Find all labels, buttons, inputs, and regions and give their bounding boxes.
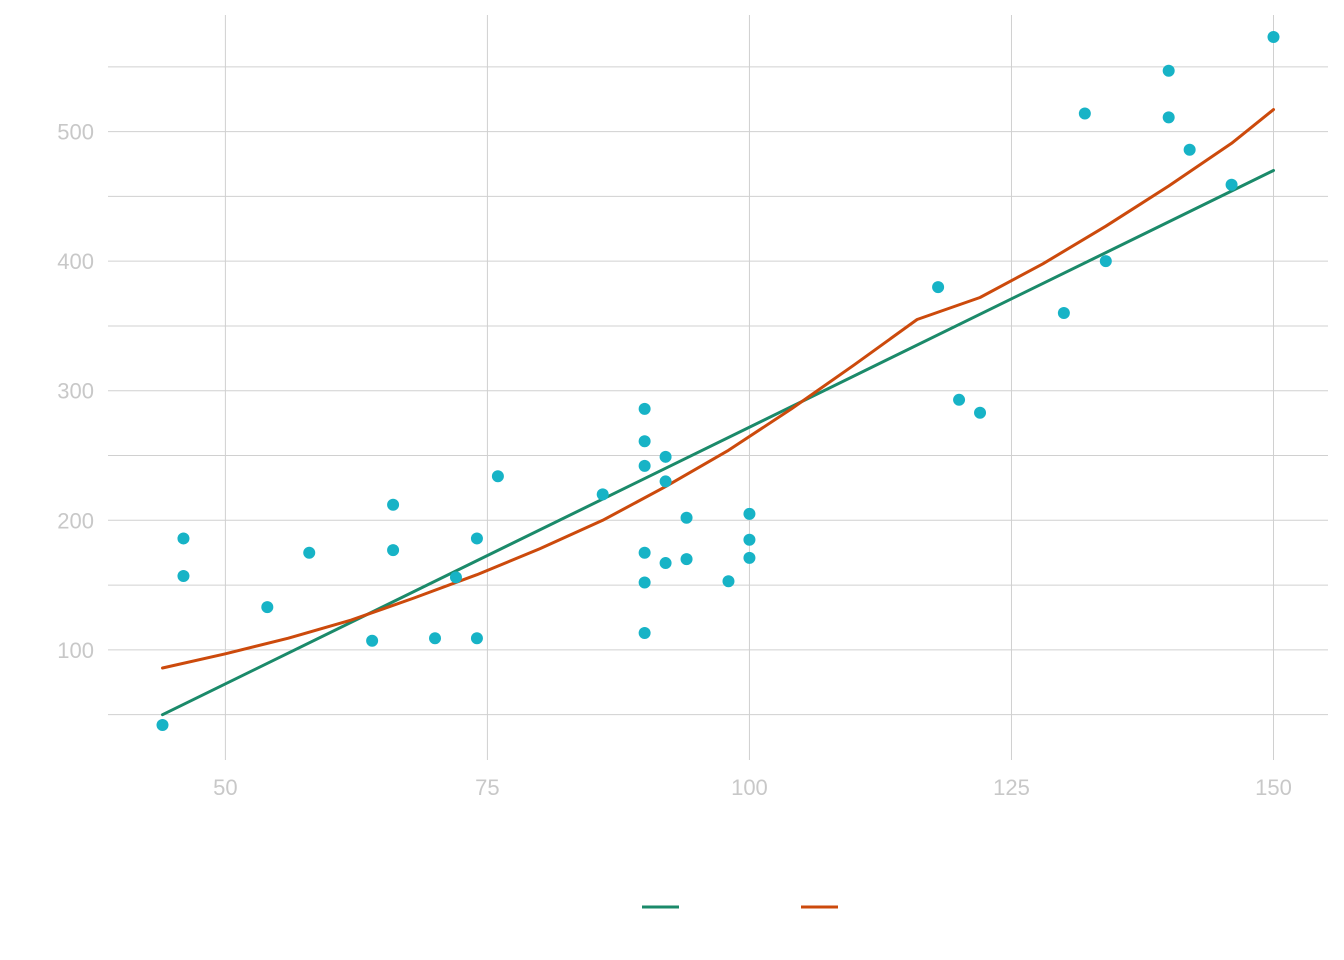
x-tick-label: 150 <box>1255 775 1292 800</box>
data-point <box>743 551 756 564</box>
data-point <box>491 470 504 483</box>
data-point <box>680 553 693 566</box>
data-point <box>387 498 400 511</box>
data-point <box>638 576 651 589</box>
x-tick-label: 100 <box>731 775 768 800</box>
data-point <box>177 532 190 545</box>
data-point <box>638 435 651 448</box>
x-tick-label: 75 <box>475 775 499 800</box>
data-point <box>1099 255 1112 268</box>
data-point <box>303 546 316 559</box>
data-point <box>1057 307 1070 319</box>
data-point <box>638 402 651 415</box>
data-point <box>1225 178 1238 191</box>
data-point <box>638 546 651 559</box>
y-tick-label: 300 <box>57 379 94 404</box>
x-tick-label: 125 <box>993 775 1030 800</box>
data-point <box>596 488 609 501</box>
data-point <box>1162 64 1175 77</box>
data-point <box>932 281 945 294</box>
points-layer <box>156 31 1280 732</box>
data-point <box>366 634 379 647</box>
data-point <box>387 544 400 557</box>
data-point <box>470 532 483 545</box>
y-tick-label: 100 <box>57 638 94 663</box>
data-point <box>680 511 693 524</box>
data-point <box>177 570 190 583</box>
linear-fit-line <box>161 169 1275 717</box>
data-point <box>743 507 756 520</box>
y-tick-label: 500 <box>57 120 94 145</box>
curve-fit-line <box>161 108 1275 670</box>
data-point <box>974 406 987 419</box>
data-point <box>638 627 651 640</box>
data-point <box>449 571 462 584</box>
x-tick-label: 50 <box>213 775 237 800</box>
data-point <box>743 533 756 546</box>
data-point <box>953 393 966 406</box>
data-point <box>470 632 483 645</box>
data-point <box>429 632 442 645</box>
y-tick-label: 400 <box>57 249 94 274</box>
data-point <box>261 601 274 614</box>
data-point <box>1162 111 1175 124</box>
data-point <box>659 557 672 570</box>
data-point <box>638 459 651 472</box>
data-point <box>659 450 672 463</box>
grid-layer <box>108 15 1328 760</box>
y-tick-label: 200 <box>57 508 94 533</box>
axis-labels: 100 200 300 400 500 50 75 100 125 150 <box>57 120 1292 800</box>
data-point <box>659 475 672 488</box>
data-point <box>722 575 735 588</box>
data-point <box>1078 107 1091 120</box>
series-layer <box>161 108 1275 717</box>
data-point <box>1183 143 1196 156</box>
data-point <box>1267 31 1280 44</box>
data-point <box>156 719 169 732</box>
